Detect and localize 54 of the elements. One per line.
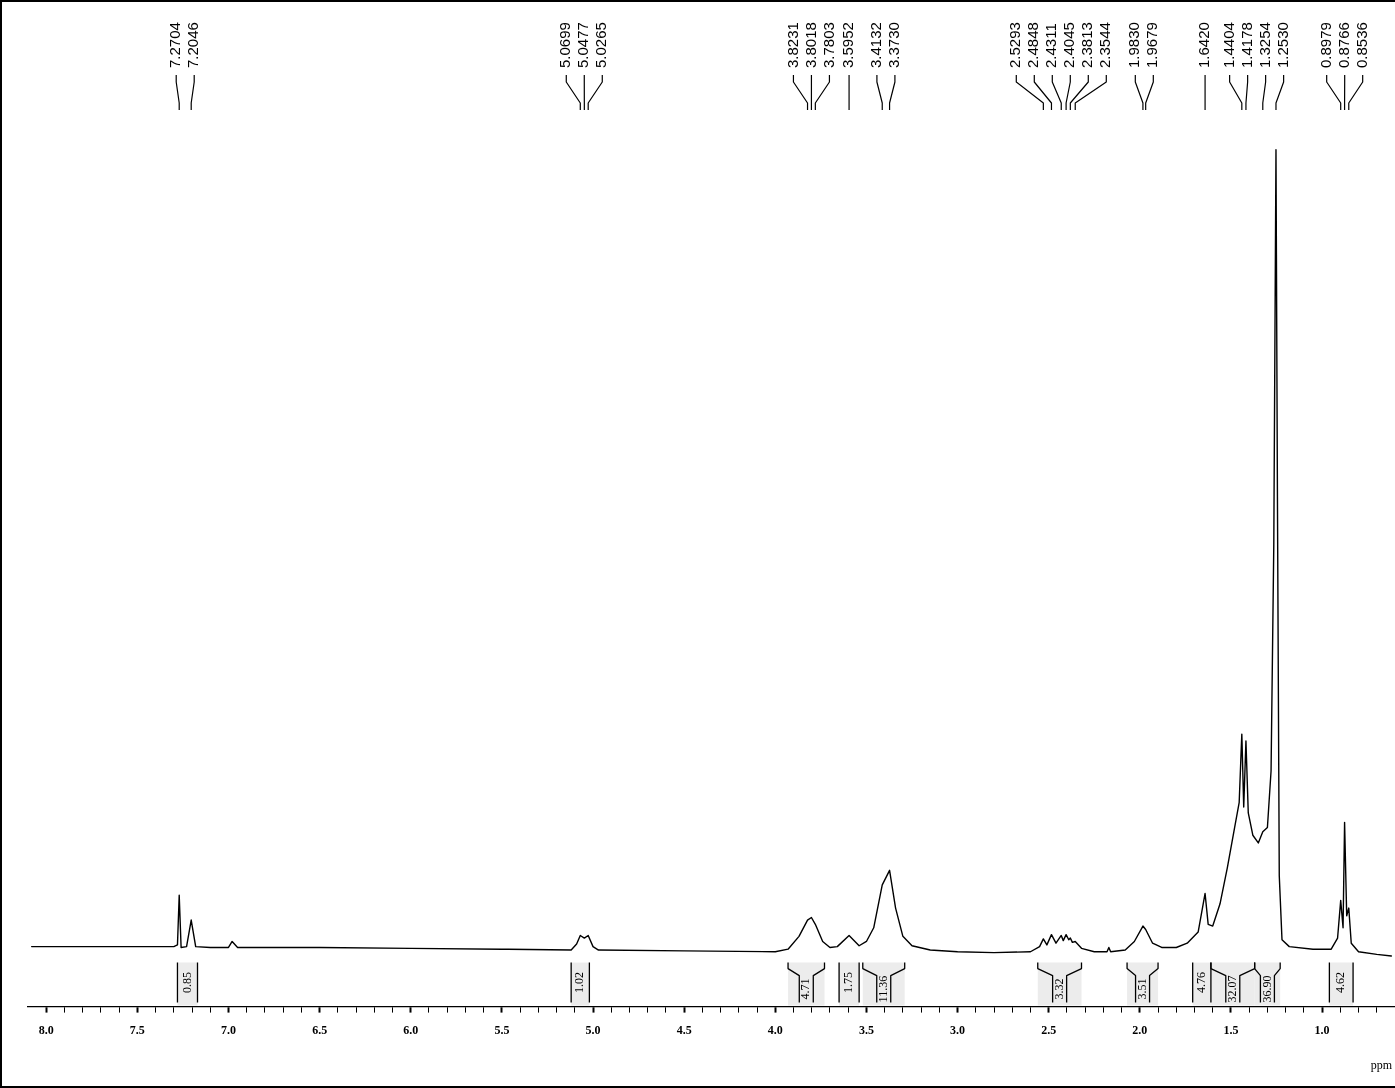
annotation: 7.2046 (184, 22, 202, 68)
x-tick-label: 5.5 (494, 1022, 510, 1037)
band-label: 1.02 (572, 972, 587, 994)
annotation: 1.9679 (1143, 22, 1161, 68)
annotation: 3.8018 (801, 22, 819, 68)
annotation: 2.5293 (1006, 22, 1024, 68)
annotation: 3.4132 (867, 22, 885, 68)
x-axis-title: ppm (1370, 1058, 1393, 1072)
x-tick-label: 5.0 (585, 1022, 601, 1037)
band-label: 36.90 (1259, 975, 1274, 1003)
annotation: 1.9830 (1125, 22, 1143, 68)
band-label: 32.07 (1224, 975, 1239, 1003)
x-tick-label: 2.0 (1132, 1022, 1148, 1037)
x-tick-label: 4.0 (767, 1022, 783, 1037)
annotation: 5.0477 (574, 22, 592, 68)
x-tick-label: 4.5 (676, 1022, 692, 1037)
band-label: 1.75 (841, 972, 856, 994)
band-label: 11.36 (875, 975, 890, 1003)
annotation: 3.7803 (819, 22, 837, 68)
annotation: 3.3730 (885, 22, 903, 68)
annotation: 1.6420 (1195, 22, 1213, 68)
x-tick-label: 6.0 (403, 1022, 419, 1037)
x-tick-label: 2.5 (1041, 1022, 1057, 1037)
annotation: 1.3254 (1255, 22, 1273, 68)
x-tick-label: 8.0 (38, 1022, 54, 1037)
x-tick-label: 6.5 (312, 1022, 328, 1037)
annotation: 5.0699 (556, 22, 574, 68)
x-tick-label: 3.0 (950, 1022, 966, 1037)
annotation: 7.2704 (166, 22, 184, 68)
x-tick-label: 7.5 (129, 1022, 145, 1037)
x-tick-label: 3.5 (858, 1022, 874, 1037)
annotation: 3.8231 (783, 22, 801, 68)
band-label: 3.51 (1134, 978, 1149, 1000)
annotation: 2.4045 (1060, 22, 1078, 68)
annotation: 1.4178 (1237, 22, 1255, 68)
band-label: 0.85 (179, 972, 194, 994)
band-label: 4.76 (1193, 972, 1208, 994)
annotation: 2.4848 (1024, 22, 1042, 68)
annotation: 0.8979 (1316, 22, 1334, 68)
band-label: 4.62 (1333, 972, 1348, 994)
band-label: 4.71 (798, 978, 813, 1000)
annotation: 1.2530 (1273, 22, 1291, 68)
annotation: 1.4404 (1219, 22, 1237, 68)
annotation: 5.0265 (592, 22, 610, 68)
annotation: 0.8536 (1352, 22, 1370, 68)
annotation: 2.3544 (1096, 22, 1114, 68)
band-label: 3.32 (1051, 978, 1066, 1000)
x-tick-label: 1.5 (1223, 1022, 1239, 1037)
annotation: 0.8766 (1334, 22, 1352, 68)
x-tick-label: 7.0 (220, 1022, 236, 1037)
annotation: 3.5952 (839, 22, 857, 68)
annotation: 2.4311 (1042, 23, 1060, 68)
annotation: 2.3813 (1078, 22, 1096, 68)
x-tick-label: 1.0 (1314, 1022, 1330, 1037)
